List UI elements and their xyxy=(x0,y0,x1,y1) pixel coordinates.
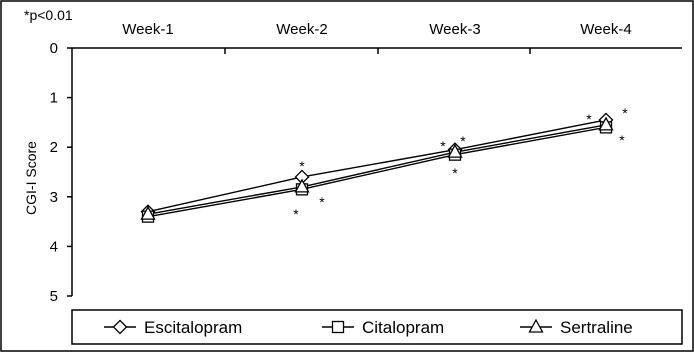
x-tick-label: Week-3 xyxy=(429,21,480,38)
triangle-marker xyxy=(294,178,310,193)
axes: Week-1 Week-2 Week-3 Week-4 0 1 2 3 4 5 xyxy=(50,21,682,305)
significance-asterisk: * xyxy=(299,158,305,174)
significance-asterisk: * xyxy=(319,194,325,210)
series-sertraline-line-group xyxy=(147,124,607,215)
y-axis-label: CGI-I Score xyxy=(23,141,39,215)
x-tick-label: Week-4 xyxy=(580,21,631,38)
significance-asterisk: * xyxy=(440,138,446,154)
y-tick-label: 3 xyxy=(50,189,58,206)
significance-asterisk: * xyxy=(622,105,628,121)
y-tick-label: 2 xyxy=(50,139,58,156)
series-line xyxy=(147,126,607,218)
significance-asterisk: * xyxy=(293,206,299,222)
series-line xyxy=(147,124,607,215)
diamond-marker xyxy=(112,319,128,335)
y-tick-label: 1 xyxy=(50,90,58,107)
legend: Escitalopram Citalopram Sertraline xyxy=(71,309,683,345)
triangle-marker xyxy=(447,143,463,158)
significance-asterisk: * xyxy=(452,165,458,181)
triangle-marker xyxy=(598,116,614,131)
significance-markers: **** *** ** xyxy=(293,105,628,222)
series-sertraline-markers xyxy=(140,116,614,220)
triangle-marker xyxy=(140,205,156,220)
legend-label: Sertraline xyxy=(560,318,633,337)
series-line xyxy=(147,119,607,213)
series-layer: **** *** ** xyxy=(140,105,628,223)
legend-label: Escitalopram xyxy=(144,318,242,337)
y-tick-label: 5 xyxy=(50,288,58,305)
series-escitalopram-line-group xyxy=(147,119,607,213)
significance-asterisk: * xyxy=(460,133,466,149)
x-tick-label: Week-2 xyxy=(276,21,327,38)
legend-label: Citalopram xyxy=(362,318,444,337)
y-tick-label: 0 xyxy=(50,40,58,57)
legend-box xyxy=(71,309,683,345)
square-marker xyxy=(331,320,345,334)
series-citalopram-line-group xyxy=(147,126,607,218)
significance-note: *p<0.01 xyxy=(24,7,73,23)
triangle-marker xyxy=(528,318,544,333)
significance-asterisk: * xyxy=(619,132,625,148)
x-tick-label: Week-1 xyxy=(122,21,173,38)
y-tick-label: 4 xyxy=(50,238,58,255)
significance-asterisk: * xyxy=(586,111,592,127)
